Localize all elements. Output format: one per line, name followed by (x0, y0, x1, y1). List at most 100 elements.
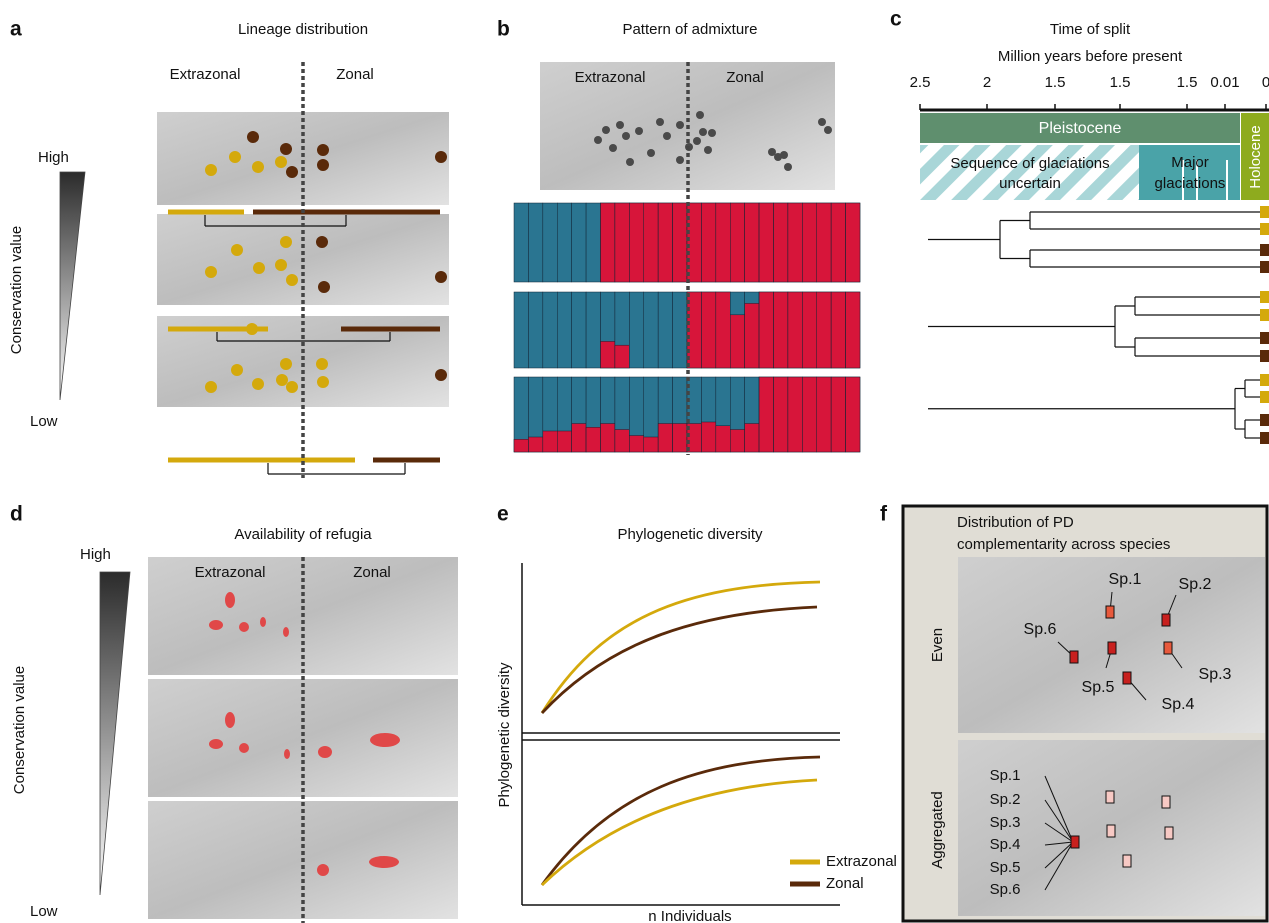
refugium (225, 592, 235, 608)
admixture-blue (514, 292, 528, 368)
dot (275, 156, 287, 168)
tip (1260, 291, 1269, 303)
zone-label: Extrazonal (195, 564, 266, 581)
tick-label: 1.5 (1045, 74, 1066, 91)
admixture-blue (528, 203, 542, 282)
dot (286, 381, 298, 393)
dot (247, 131, 259, 143)
curve (542, 780, 817, 885)
admixture-blue (658, 292, 672, 368)
species-label: Sp.3 (1199, 666, 1232, 683)
admixture-red (658, 203, 672, 282)
phase-label: Major (1171, 154, 1209, 171)
admixture-blue (557, 292, 571, 368)
species-marker (1106, 606, 1114, 618)
admixture-red (759, 203, 773, 282)
species-marker (1108, 642, 1116, 654)
dot (286, 166, 298, 178)
admixture-blue (586, 292, 600, 368)
tick-label: 2.5 (910, 74, 931, 91)
admixture-red (701, 203, 715, 282)
tip (1260, 414, 1269, 426)
dot (317, 159, 329, 171)
dot (704, 146, 712, 154)
tip (1260, 374, 1269, 386)
admixture-red (601, 203, 615, 282)
dot (205, 266, 217, 278)
admixture-blue (543, 203, 557, 282)
dot (280, 358, 292, 370)
admixture-red (658, 424, 672, 453)
dot (693, 137, 701, 145)
refugium (318, 746, 332, 758)
dot (275, 259, 287, 271)
legend-label: Zonal (826, 875, 864, 892)
row-label: Even (929, 628, 946, 662)
admixture-red (601, 341, 615, 368)
dot (656, 118, 664, 126)
tip (1260, 206, 1269, 218)
dot (824, 126, 832, 134)
admixture-blue (629, 292, 643, 368)
dot (696, 111, 704, 119)
dot (317, 144, 329, 156)
scale-low: Low (30, 903, 58, 920)
dot (594, 136, 602, 144)
admixture-red (831, 203, 845, 282)
panel-label: f (880, 503, 888, 526)
axis-title: Million years before present (998, 48, 1183, 65)
dot (616, 121, 624, 129)
species-label: Sp.5 (1082, 679, 1115, 696)
species-marker (1165, 827, 1173, 839)
value-triangle (100, 572, 130, 895)
panel-label: b (497, 18, 510, 41)
admixture-blue (528, 292, 542, 368)
admixture-red (673, 424, 687, 453)
species-label: Sp.4 (990, 836, 1021, 853)
refugium (317, 864, 329, 876)
admixture-red (673, 203, 687, 282)
species-label: Sp.2 (990, 791, 1021, 808)
admixture-red (572, 424, 586, 453)
admixture-red (716, 292, 730, 368)
dot (231, 364, 243, 376)
species-label: Sp.5 (990, 859, 1021, 876)
dot (316, 236, 328, 248)
admixture-red (817, 377, 831, 452)
refugium (369, 856, 399, 868)
admixture-red (615, 345, 629, 368)
dot (818, 118, 826, 126)
dot (286, 274, 298, 286)
admixture-red (730, 315, 744, 368)
admixture-red (802, 203, 816, 282)
zone-label: Extrazonal (575, 69, 646, 86)
tick-label: 2 (983, 74, 991, 91)
dot (784, 163, 792, 171)
dot (780, 151, 788, 159)
dot (317, 376, 329, 388)
zone-label: Extrazonal (170, 66, 241, 83)
admixture-red (701, 292, 715, 368)
curve (542, 582, 820, 713)
species-marker (1162, 614, 1170, 626)
refugium (260, 617, 266, 627)
admixture-red (615, 430, 629, 453)
admixture-red (788, 377, 802, 452)
admixture-red (716, 426, 730, 452)
admixture-red (701, 422, 715, 452)
species-marker (1071, 836, 1079, 848)
admixture-red (788, 292, 802, 368)
x-label: n Individuals (648, 908, 731, 923)
dot (253, 262, 265, 274)
admixture-blue (572, 203, 586, 282)
species-marker (1106, 791, 1114, 803)
admixture-red (716, 203, 730, 282)
species-label: Sp.6 (1024, 621, 1057, 638)
dot (676, 121, 684, 129)
zone-label: Zonal (336, 66, 374, 83)
admixture-red (745, 424, 759, 453)
epoch-label: Holocene (1247, 125, 1264, 188)
panel-title: complementarity across species (957, 536, 1170, 553)
admixture-red (586, 427, 600, 452)
zone-label: Zonal (726, 69, 764, 86)
